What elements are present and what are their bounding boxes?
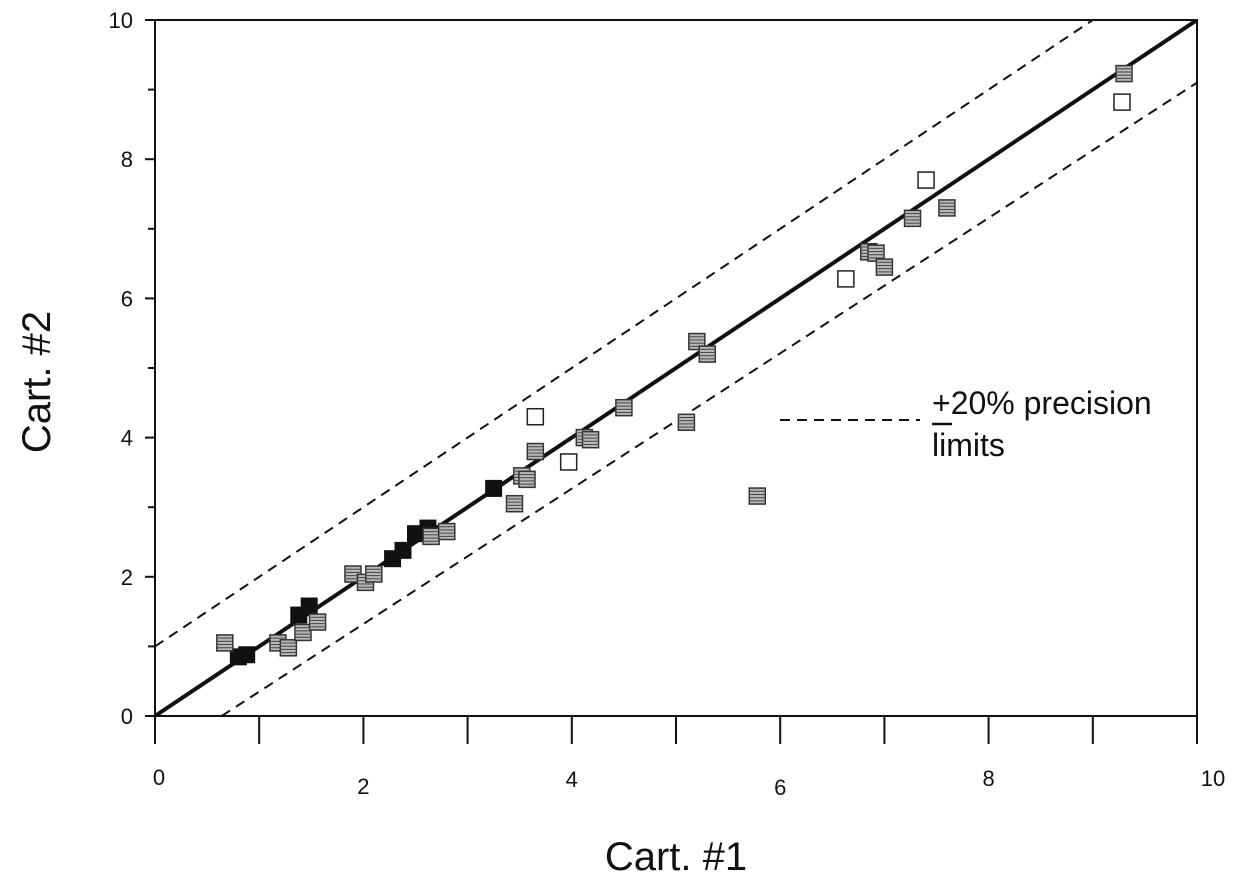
filled-square-point-1 [238, 646, 256, 664]
hatched-square-point-12 [518, 470, 536, 489]
marker-body [917, 171, 935, 189]
y-tick-label-10: 10 [109, 8, 133, 33]
hatched-square-point-13 [526, 442, 545, 461]
open-square-point-1 [559, 453, 578, 471]
series-hatched-square [216, 64, 1133, 657]
marker-body [526, 407, 545, 426]
marker-body [279, 639, 298, 657]
marker-body [308, 613, 327, 631]
marker-body [300, 597, 318, 615]
y-axis-title: Cart. #2 [15, 311, 59, 453]
y-tick-label-6: 6 [121, 286, 133, 311]
legend-label-line1: +20% precision [932, 385, 1152, 421]
filled-square-point-3 [300, 597, 318, 615]
hatched-square-point-9 [438, 522, 456, 541]
marker-body [615, 398, 633, 417]
x-tick-label-6: 6 [774, 775, 786, 800]
hatched-square-point-16 [615, 398, 633, 417]
hatched-square-point-10 [505, 494, 524, 513]
x-tick-label-0: 0 [153, 765, 165, 790]
series-filled-square [229, 479, 503, 666]
x-tick-label-10: 10 [1201, 766, 1225, 791]
marker-body [365, 565, 383, 583]
marker-body [581, 430, 600, 449]
legend-label-line2: limits [932, 427, 1005, 463]
x-axis-title: Cart. #1 [605, 835, 747, 879]
hatched-square-point-26 [1115, 64, 1133, 83]
series-open-square [526, 93, 1131, 471]
hatched-square-point-15 [581, 430, 600, 449]
x-tick-label-8: 8 [982, 766, 994, 791]
hatched-square-point-17 [677, 413, 696, 432]
hatched-square-point-25 [938, 199, 956, 217]
marker-body [903, 209, 922, 228]
reference-lines [155, 20, 1197, 716]
y-tick-label-8: 8 [121, 147, 133, 172]
marker-body [875, 258, 894, 276]
filled-square-point-8 [485, 479, 503, 497]
marker-body [294, 623, 312, 642]
x-tick-label-2: 2 [357, 774, 369, 799]
marker-body [438, 522, 456, 541]
y-tick-label-4: 4 [121, 426, 133, 451]
marker-body [518, 470, 536, 489]
open-square-point-4 [1113, 93, 1131, 111]
open-square-point-0 [526, 407, 545, 426]
marker-body [1113, 93, 1131, 111]
open-square-point-2 [837, 270, 855, 288]
marker-body [938, 199, 956, 217]
marker-body [216, 634, 234, 652]
y-tick-label-2: 2 [121, 565, 133, 590]
filled-square-point-5 [394, 541, 412, 559]
marker-body [748, 487, 767, 505]
precision-limit-line-1 [155, 20, 1094, 648]
hatched-square-point-3 [294, 623, 312, 642]
marker-body [526, 442, 545, 461]
marker-body [238, 646, 256, 664]
hatched-square-point-24 [903, 209, 922, 228]
precision-limit-line-2 [221, 81, 1197, 716]
hatched-square-point-4 [308, 613, 327, 631]
hatched-square-point-7 [365, 565, 383, 583]
marker-body [422, 527, 440, 546]
marker-body [505, 494, 524, 513]
hatched-square-point-23 [875, 258, 894, 276]
hatched-square-point-22 [867, 244, 885, 262]
marker-body [677, 413, 696, 432]
hatched-square-point-20 [748, 487, 767, 505]
hatched-square-point-8 [422, 527, 440, 546]
x-tick-label-4: 4 [566, 767, 578, 792]
marker-body [394, 541, 412, 559]
y-tick-label-0: 0 [121, 704, 133, 729]
marker-body [698, 345, 717, 363]
hatched-square-point-19 [698, 345, 717, 363]
marker-body [485, 479, 503, 497]
hatched-square-point-2 [279, 639, 298, 657]
marker-body [1115, 64, 1133, 83]
one-to-one-line [155, 20, 1197, 716]
hatched-square-point-0 [216, 634, 234, 652]
marker-body [837, 270, 855, 288]
marker-body [559, 453, 578, 471]
open-square-point-3 [917, 171, 935, 189]
